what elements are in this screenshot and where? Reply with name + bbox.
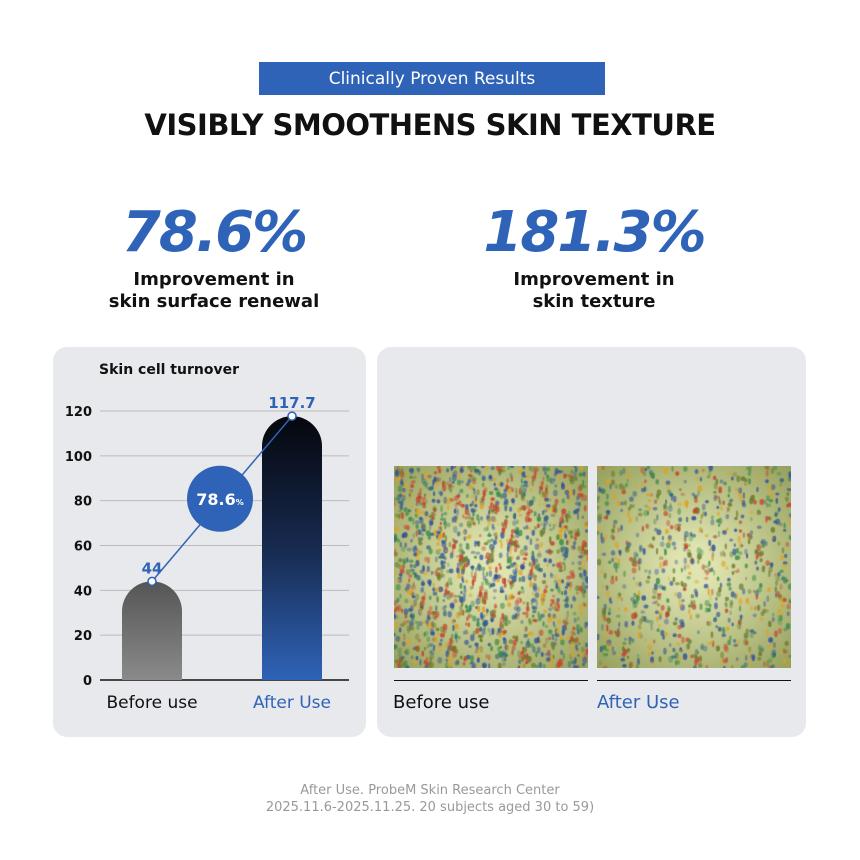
- stat-desc: Improvement in: [513, 269, 675, 290]
- x-tick-label: After Use: [253, 693, 331, 713]
- clinical-badge: Clinically Proven Results: [259, 62, 605, 95]
- bar-before: [122, 581, 182, 680]
- x-tick-label: Before use: [106, 693, 197, 713]
- chart-title: Skin cell turnover: [99, 362, 239, 378]
- before-skin-image: [394, 466, 588, 668]
- data-point: [147, 576, 157, 587]
- data-point: [287, 411, 297, 421]
- improvement-label: 78.6%: [196, 490, 244, 509]
- data-label: 44: [142, 559, 163, 577]
- stat-value: 78.6%: [121, 200, 308, 265]
- stat-value: 181.3%: [483, 200, 706, 265]
- stat-desc: skin texture: [532, 291, 656, 312]
- improvement-bubble: [187, 465, 253, 532]
- stat-renewal: 78.6% Improvement in skin surface renewal: [64, 200, 364, 313]
- bar-after: [262, 416, 322, 680]
- y-tick-label: 100: [65, 450, 92, 465]
- footnote: After Use. ProbeM Skin Research Center 2…: [0, 782, 860, 816]
- y-tick-label: 20: [74, 629, 92, 644]
- footnote-line: 2025.11.6-2025.11.25. 20 subjects aged 3…: [265, 800, 595, 815]
- after-image-label: After Use: [597, 692, 680, 713]
- data-label: 117.7: [268, 394, 315, 412]
- stat-desc: skin surface renewal: [108, 291, 320, 312]
- stat-desc: Improvement in: [133, 269, 295, 290]
- footnote-line: After Use. ProbeM Skin Research Center: [300, 783, 560, 798]
- after-skin-image: [597, 466, 791, 668]
- page-title: VISIBLY SMOOTHENS SKIN TEXTURE: [144, 108, 716, 142]
- divider: [394, 680, 588, 681]
- y-tick-label: 120: [65, 405, 92, 420]
- divider: [597, 680, 791, 681]
- before-image-label: Before use: [393, 692, 490, 713]
- y-tick-label: 0: [83, 674, 92, 689]
- y-tick-label: 80: [74, 495, 92, 510]
- y-tick-label: 40: [74, 584, 92, 599]
- stat-texture: 181.3% Improvement in skin texture: [444, 200, 744, 313]
- y-tick-label: 60: [74, 540, 92, 555]
